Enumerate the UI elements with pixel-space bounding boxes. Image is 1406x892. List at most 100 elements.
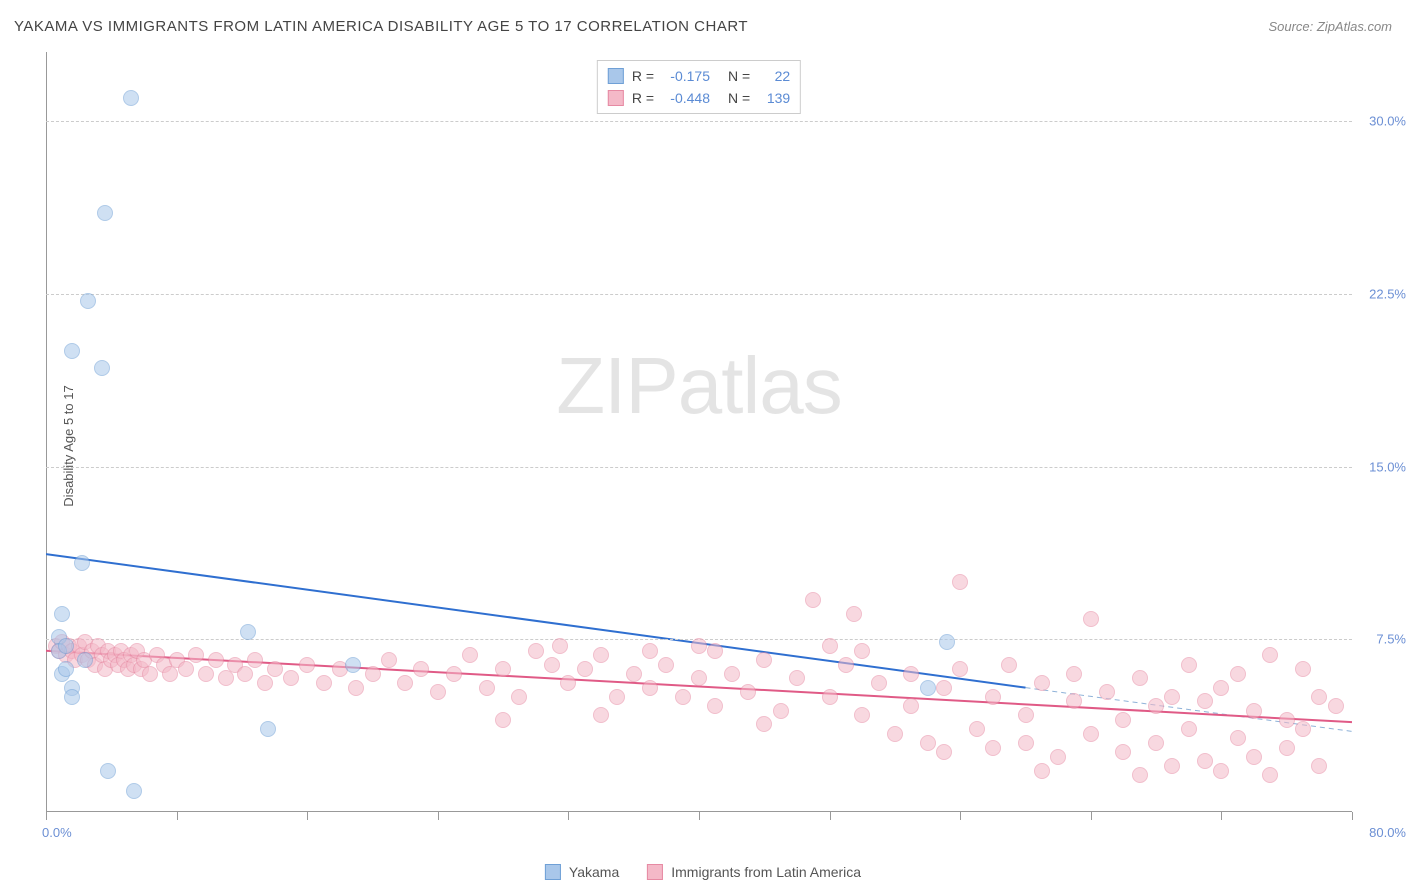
data-point [381,652,397,668]
data-point [1311,758,1327,774]
data-point [1181,721,1197,737]
data-point [1132,670,1148,686]
data-point [838,657,854,673]
data-point [658,657,674,673]
legend-item: Immigrants from Latin America [647,864,861,880]
data-point [822,689,838,705]
watermark: ZIPatlas [556,340,841,432]
x-tick [1091,812,1092,820]
data-point [64,343,80,359]
y-tick-label: 7.5% [1356,632,1406,647]
r-label: R = [632,65,654,87]
data-point [413,661,429,677]
data-point [691,638,707,654]
data-point [952,661,968,677]
data-point [1295,661,1311,677]
data-point [74,555,90,571]
r-value: -0.448 [662,87,710,109]
data-point [969,721,985,737]
data-point [854,643,870,659]
data-point [77,652,93,668]
data-point [1311,689,1327,705]
data-point [1018,735,1034,751]
data-point [446,666,462,682]
x-tick [177,812,178,820]
data-point [462,647,478,663]
chart-title: YAKAMA VS IMMIGRANTS FROM LATIN AMERICA … [14,18,748,35]
data-point [1099,684,1115,700]
data-point [642,680,658,696]
data-point [1279,740,1295,756]
legend-swatch [545,864,561,880]
data-point [560,675,576,691]
legend-swatch [647,864,663,880]
data-point [58,661,74,677]
stats-row: R = -0.175 N = 22 [608,65,790,87]
data-point [887,726,903,742]
data-point [1230,666,1246,682]
stats-row: R =-0.448N =139 [608,87,790,109]
data-point [257,675,273,691]
data-point [1295,721,1311,737]
data-point [97,205,113,221]
data-point [1066,666,1082,682]
grid-line [46,467,1352,468]
data-point [218,670,234,686]
data-point [1148,735,1164,751]
data-point [1164,758,1180,774]
correlation-stats-box: R =-0.175N =22R =-0.448N =139 [597,60,801,114]
data-point [365,666,381,682]
watermark-suffix: atlas [678,341,842,430]
data-point [939,634,955,650]
data-point [316,675,332,691]
data-point [822,638,838,654]
data-point [920,735,936,751]
data-point [936,744,952,760]
data-point [609,689,625,705]
data-point [208,652,224,668]
data-point [198,666,214,682]
data-point [1279,712,1295,728]
data-point [756,716,772,732]
legend-label: Yakama [569,864,619,880]
watermark-prefix: ZIP [556,341,677,430]
data-point [577,661,593,677]
legend-item: Yakama [545,864,619,880]
y-tick-label: 15.0% [1356,459,1406,474]
data-point [1262,647,1278,663]
data-point [123,90,139,106]
x-tick [438,812,439,820]
data-point [1164,689,1180,705]
data-point [552,638,568,654]
data-point [1115,744,1131,760]
r-label: R = [632,87,654,109]
data-point [1132,767,1148,783]
data-point [773,703,789,719]
data-point [952,574,968,590]
x-axis-start-label: 0.0% [42,825,72,840]
data-point [1001,657,1017,673]
data-point [593,647,609,663]
data-point [1197,693,1213,709]
y-tick-label: 22.5% [1356,286,1406,301]
n-value: 22 [758,65,790,87]
legend-swatch [608,68,624,84]
data-point [1328,698,1344,714]
r-value: -0.175 [662,65,710,87]
data-point [691,670,707,686]
data-point [267,661,283,677]
n-label: N = [728,65,750,87]
grid-line [46,121,1352,122]
data-point [178,661,194,677]
data-point [740,684,756,700]
data-point [430,684,446,700]
data-point [240,624,256,640]
data-point [1230,730,1246,746]
data-point [126,783,142,799]
x-tick [568,812,569,820]
data-point [162,666,178,682]
data-point [1262,767,1278,783]
data-point [100,763,116,779]
data-point [237,666,253,682]
data-point [64,689,80,705]
